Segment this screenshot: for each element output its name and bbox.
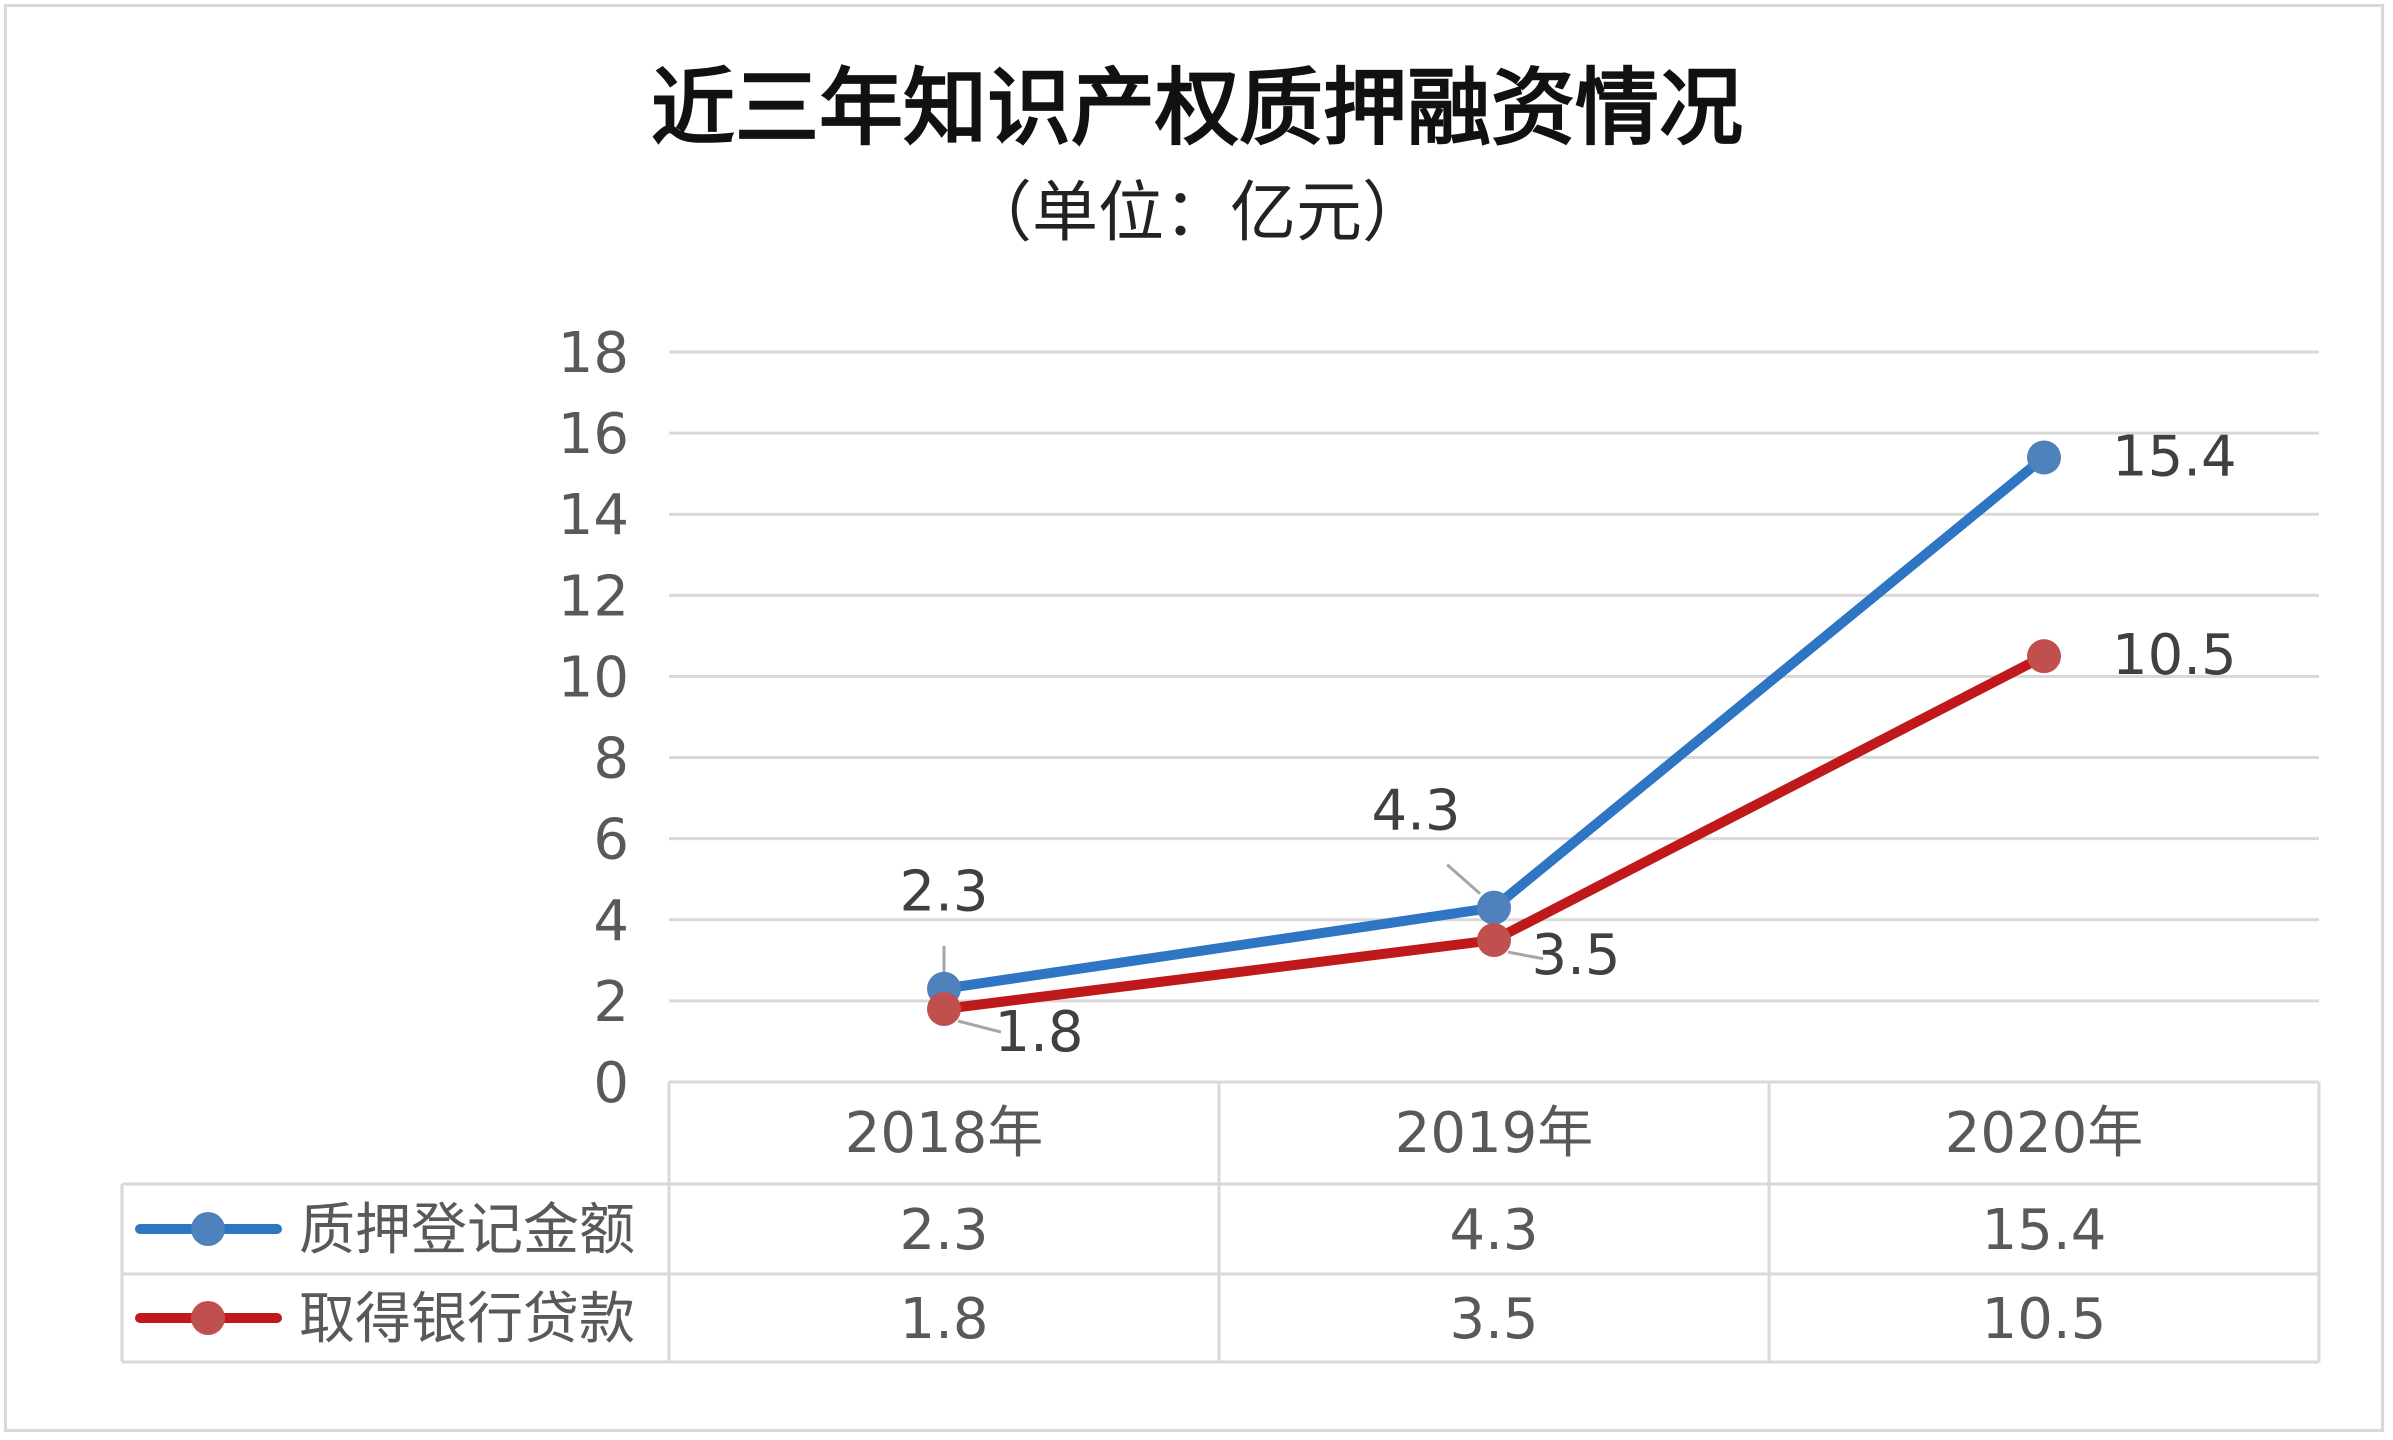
y-tick-label: 4 bbox=[593, 889, 629, 954]
data-point bbox=[2027, 639, 2061, 674]
x-category-label: 2020年 bbox=[1945, 1101, 2144, 1166]
y-tick-label: 14 bbox=[558, 483, 629, 548]
table-cell-value: 10.5 bbox=[1982, 1287, 2107, 1352]
y-tick-label: 12 bbox=[558, 564, 629, 629]
x-category-label: 2019年 bbox=[1395, 1101, 1594, 1166]
legend-series-name: 取得银行贷款 bbox=[299, 1287, 635, 1352]
table-cell-value: 3.5 bbox=[1449, 1287, 1538, 1352]
y-tick-label: 0 bbox=[593, 1051, 629, 1116]
table-cell-value: 1.8 bbox=[899, 1287, 988, 1352]
table-cell-value: 4.3 bbox=[1449, 1198, 1538, 1263]
chart-title: 近三年知识产权质押融资情况 bbox=[651, 59, 1743, 157]
data-label: 10.5 bbox=[2112, 623, 2237, 688]
legend-marker-swatch bbox=[191, 1212, 225, 1246]
y-tick-label: 2 bbox=[593, 970, 629, 1035]
x-category-label: 2018年 bbox=[845, 1101, 1044, 1166]
table-cell-value: 15.4 bbox=[1982, 1198, 2107, 1263]
y-tick-label: 16 bbox=[558, 402, 629, 467]
chart-frame: 近三年知识产权质押融资情况 （单位：亿元） 0 2 4 6 8 10 12 14 16 18 20… bbox=[4, 4, 2384, 1432]
data-label: 4.3 bbox=[1371, 779, 1460, 844]
data-point bbox=[1477, 890, 1511, 925]
y-tick-label: 8 bbox=[593, 727, 629, 792]
data-label: 2.3 bbox=[899, 860, 988, 925]
legend-series-name: 质押登记金额 bbox=[299, 1198, 635, 1263]
data-point bbox=[927, 992, 961, 1026]
y-tick-label: 6 bbox=[593, 808, 629, 873]
table-cell-value: 2.3 bbox=[899, 1198, 988, 1263]
gridlines bbox=[669, 350, 2319, 1003]
data-label: 3.5 bbox=[1531, 923, 1620, 988]
label-leader-line bbox=[1446, 863, 1481, 895]
y-tick-label: 18 bbox=[558, 321, 629, 386]
label-leader-line bbox=[957, 1019, 1002, 1034]
y-axis-ticks: 0 2 4 6 8 10 12 14 16 18 bbox=[558, 321, 629, 1116]
y-tick-label: 10 bbox=[558, 645, 629, 710]
legend-marker-swatch bbox=[191, 1301, 225, 1335]
data-label: 15.4 bbox=[2112, 424, 2237, 489]
line-chart: 近三年知识产权质押融资情况 （单位：亿元） 0 2 4 6 8 10 12 14 16 18 20… bbox=[120, 59, 2321, 1364]
data-point bbox=[1477, 923, 1511, 958]
data-point bbox=[2027, 440, 2061, 475]
label-leader-line bbox=[1507, 950, 1544, 961]
chart-subtitle: （单位：亿元） bbox=[966, 174, 1428, 251]
data-label: 1.8 bbox=[994, 1000, 1083, 1065]
series-layer: 2.3 4.3 15.4 1.8 3.5 10.5 bbox=[899, 424, 2236, 1065]
